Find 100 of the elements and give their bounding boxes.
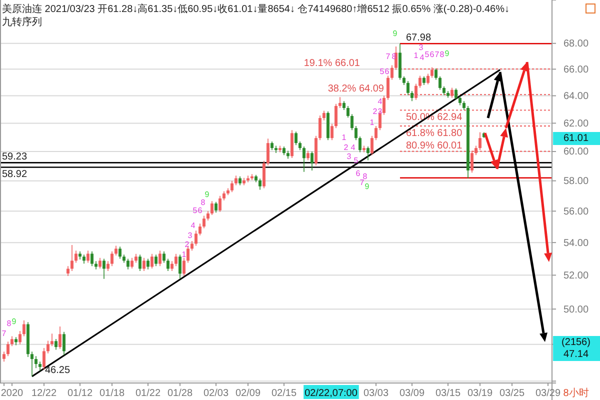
candlestick [162, 251, 166, 264]
annotation: 9 [204, 190, 210, 199]
candlestick [110, 251, 114, 266]
candlestick [154, 254, 158, 266]
candlestick [202, 215, 206, 229]
y-tick-label: 62.00 [563, 118, 589, 130]
candlestick [262, 160, 266, 189]
annotation: 5 [424, 50, 430, 59]
x-tick-label: 03/09 [399, 388, 425, 400]
y-tick-label: 68.00 [563, 38, 589, 50]
annotation: 1 [370, 118, 375, 127]
candlestick [130, 258, 134, 269]
candlestick [142, 258, 146, 272]
candlestick [386, 75, 390, 100]
candlestick [126, 258, 130, 270]
annotation: 6 [198, 206, 203, 215]
candlestick [290, 130, 294, 158]
candlestick [258, 178, 262, 190]
annotation: 7 [360, 178, 365, 187]
candlestick [118, 246, 122, 260]
candlestick [38, 361, 42, 372]
candlestick [478, 132, 482, 150]
annotation: 6 [356, 169, 361, 178]
candlestick [374, 126, 378, 140]
candlestick [170, 260, 174, 272]
annotation: 4 [350, 143, 356, 152]
annotation: 4 [190, 221, 196, 230]
x-tick-label: 02/15 [271, 388, 297, 400]
ref-line-label: 58.92 [2, 169, 28, 180]
candlestick [138, 254, 142, 272]
candlestick [406, 80, 410, 96]
text: 九转序列 [2, 16, 42, 28]
x-tick-label: 03/03 [363, 388, 389, 400]
candlestick [50, 333, 54, 347]
x-tick-label: 02/03 [203, 388, 229, 400]
candlestick [350, 114, 354, 131]
y-tick-label: 54.00 [563, 238, 589, 249]
annotation: 6 [430, 50, 435, 59]
candlestick [302, 146, 306, 172]
annotation: 8 [200, 198, 206, 207]
ref-line-label: 61.8% 61.80 [406, 128, 463, 139]
candlestick [338, 96, 342, 108]
candlestick [410, 90, 414, 102]
candlestick [2, 351, 6, 362]
candlestick [190, 240, 194, 252]
ref-line-label: 38.2% 64.09 [328, 84, 384, 95]
candlestick [30, 351, 34, 377]
candlestick [150, 253, 154, 269]
candlestick [198, 223, 202, 236]
candlestick [210, 200, 214, 216]
candlestick [310, 151, 314, 171]
candlestick [470, 150, 474, 174]
candlestick [294, 131, 298, 146]
x-tick-label: 2020 [0, 388, 24, 400]
annotation: 1 [414, 51, 419, 60]
annotation: 7 [386, 52, 391, 61]
candlestick [106, 260, 110, 272]
y-tick-label: 64.00 [563, 90, 589, 102]
ref-line-label: 19.1% 66.01 [304, 58, 360, 70]
candlestick [182, 258, 186, 276]
candlestick [382, 95, 386, 116]
text: 61.01 [563, 133, 589, 144]
annotation: 1 [342, 133, 347, 142]
candlestick [42, 348, 46, 370]
x-tick-label: 03/25 [499, 388, 525, 400]
candlestick [390, 64, 394, 80]
candlestick [10, 336, 14, 347]
candlestick [158, 250, 162, 266]
candlestick [74, 250, 78, 264]
candlestick [266, 138, 270, 166]
candlestick [114, 245, 118, 256]
candlestick [18, 330, 22, 345]
candlestick [450, 87, 454, 98]
x-tick-label: 01/12 [67, 388, 93, 400]
annotation: 2 [344, 143, 349, 152]
annotation: 46.25 [45, 365, 70, 376]
candlestick [334, 103, 338, 128]
candlestick [426, 73, 430, 85]
candlestick [174, 253, 178, 266]
candlestick [474, 145, 478, 156]
y-tick-label: 50.00 [563, 304, 589, 316]
annotation: 9 [12, 317, 17, 326]
annotation: 8 [440, 50, 445, 59]
candlestick [230, 180, 234, 192]
candlestick [414, 83, 418, 100]
y-tick-label: 60.00 [563, 146, 589, 158]
candlestick [306, 150, 310, 161]
annotation: 4 [378, 97, 383, 106]
ref-line-label: 59.23 [2, 152, 28, 163]
annotation: 6 [384, 67, 390, 76]
x-tick-label: 02/09 [235, 388, 261, 400]
y-tick-label: 52.00 [563, 270, 589, 282]
x-tick-label: 12/22 [31, 388, 57, 400]
x-tick-label: 01/22 [135, 388, 161, 400]
candlestick [454, 88, 458, 100]
candlestick [66, 266, 70, 276]
candlestick [354, 126, 358, 140]
candlestick [146, 258, 150, 270]
candlestick [358, 136, 362, 153]
y-tick-label: 66.00 [563, 64, 589, 76]
